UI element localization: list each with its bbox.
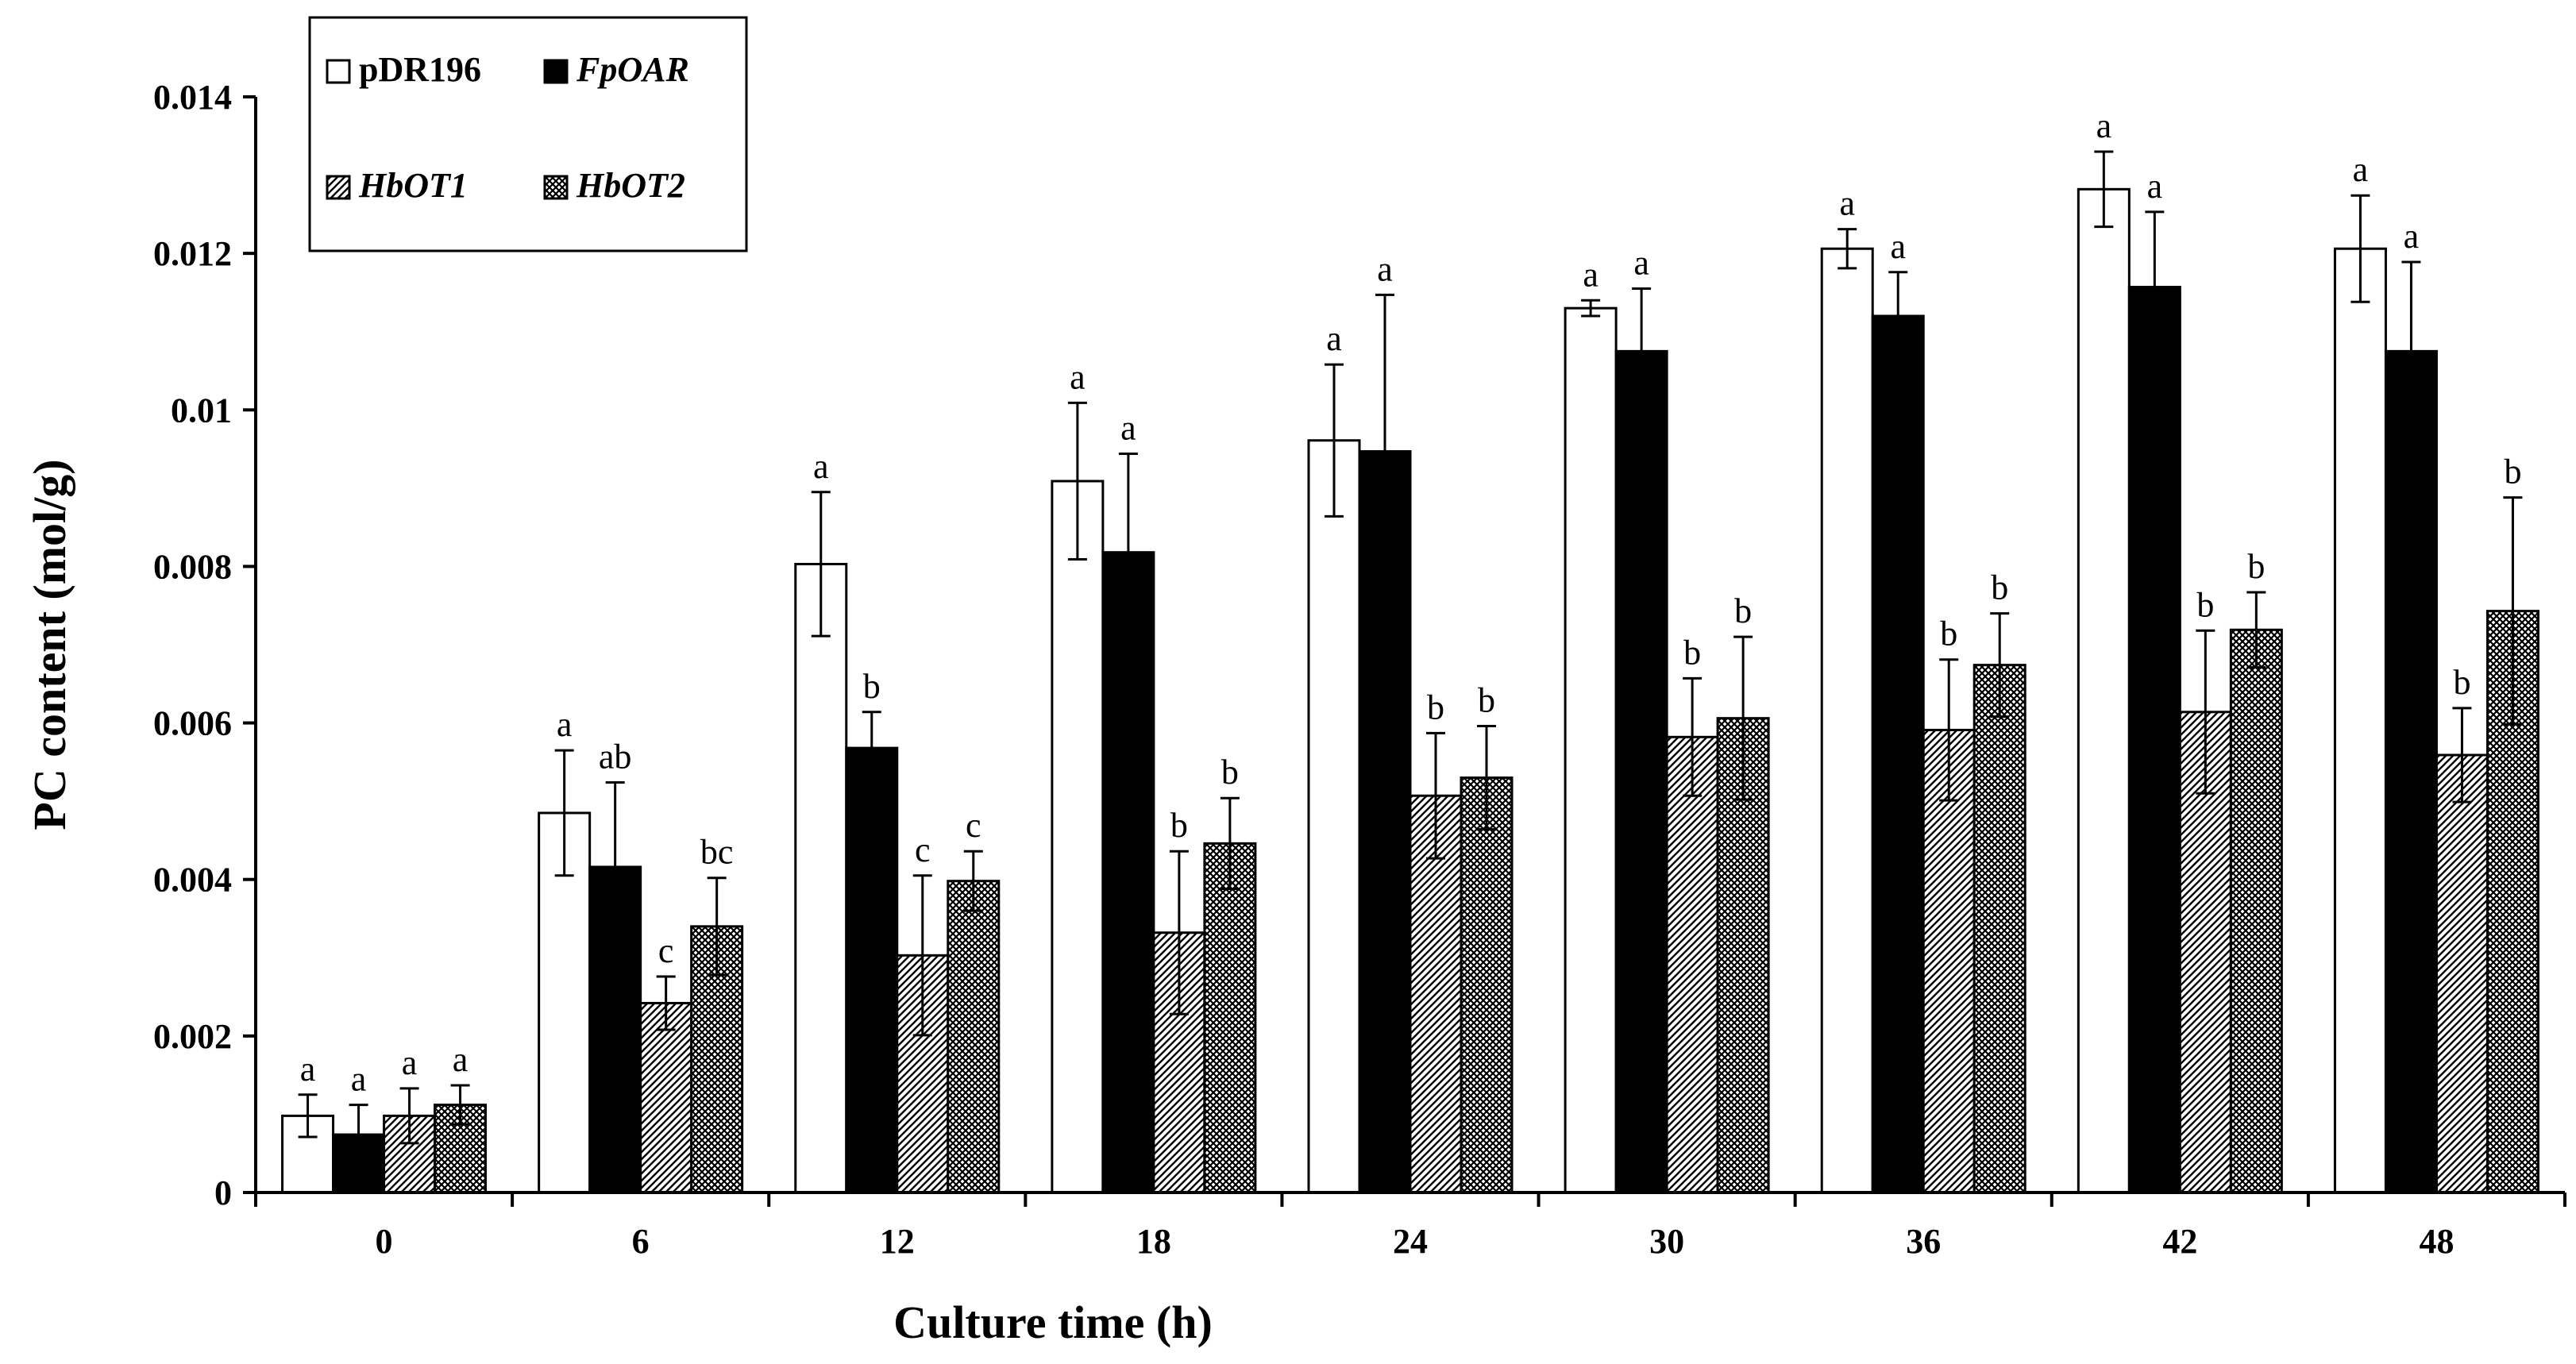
bar [845,746,899,1194]
significance-label: b [2453,663,2470,702]
bar [2127,286,2181,1194]
bar [2435,753,2489,1194]
bar [2077,187,2131,1194]
x-tick-label: 36 [1906,1222,1941,1261]
significance-label: b [863,667,881,706]
bar [1564,306,1618,1194]
significance-label: b [1478,681,1495,720]
significance-label: b [1427,688,1444,726]
bar [1871,314,1925,1194]
y-tick-label: 0.01 [171,391,232,430]
y-tick-label: 0.004 [153,861,232,900]
bar [1307,439,1361,1194]
significance-label: a [2404,217,2420,256]
significance-label: a [1633,244,1649,283]
x-tick-label: 18 [1136,1222,1171,1261]
significance-label: b [1170,806,1188,845]
x-axis-title: Culture time (h) [893,1297,1213,1348]
bar [1972,664,2026,1194]
significance-label: a [1120,408,1136,447]
bar [1460,776,1514,1194]
bar [639,1001,693,1194]
y-tick-label: 0 [214,1173,232,1212]
significance-label: a [2096,106,2112,145]
significance-label: a [813,447,829,486]
bar [1820,247,1874,1194]
significance-label: b [1991,568,2008,607]
significance-label: b [2196,585,2214,624]
y-axis-title: PC content (mol/g) [24,459,75,830]
significance-label: c [658,931,674,970]
significance-label: a [453,1040,469,1079]
significance-label: b [1221,753,1239,792]
bar [1665,735,1719,1194]
bar [2384,349,2438,1194]
y-tick-label: 0.014 [153,78,232,117]
significance-label: a [402,1043,418,1082]
significance-label: a [1839,184,1855,223]
significance-label: b [1683,633,1701,672]
x-tick-label: 48 [2419,1222,2454,1261]
legend-label: FpOAR [576,50,689,89]
significance-label: a [300,1050,316,1089]
bar [947,880,1001,1194]
legend-label: HbOT1 [358,166,468,205]
significance-label: a [2353,150,2369,189]
significance-label: b [2504,453,2521,491]
significance-label: a [1583,255,1598,294]
legend-label: HbOT2 [576,166,685,205]
bar [2333,247,2387,1194]
x-tick-label: 0 [376,1222,393,1261]
significance-label: c [915,830,931,869]
y-tick-label: 0.012 [153,234,232,273]
bar [1203,842,1257,1194]
significance-label: bc [700,833,734,872]
x-tick-label: 24 [1393,1222,1428,1261]
bar [1614,349,1668,1194]
significance-label: a [1890,227,1906,266]
significance-label: a [1326,319,1342,358]
bar [2229,628,2283,1194]
legend-swatch [326,59,351,84]
axes [254,97,2565,1194]
x-ticks: 0 6 12 18 24 30 36 42 48 [254,1193,2566,1261]
legend-swatch [543,175,569,200]
significance-label: b [1734,591,1752,630]
legend-swatch [326,175,351,200]
x-tick-label: 6 [632,1222,650,1261]
legend: pDR196 FpOAR HbOT1 HbOT2 [308,16,748,252]
x-tick-label: 42 [2162,1222,2197,1261]
significance-label: a [1070,357,1086,396]
x-tick-label: 30 [1649,1222,1684,1261]
y-tick-label: 0.002 [153,1017,232,1056]
bar [794,562,848,1194]
significance-label: c [966,806,981,845]
y-ticks: 0 0.002 0.004 0.006 0.008 0.01 0.012 0.014 [153,78,256,1212]
y-tick-label: 0.006 [153,704,232,743]
significance-label: a [2147,167,2163,206]
legend-swatch [543,59,569,84]
legend-label: pDR196 [359,50,481,89]
significance-label: ab [599,737,632,776]
bar [1051,480,1105,1194]
significance-label: a [351,1060,367,1099]
legend-box [308,16,748,252]
significance-label: a [1377,249,1393,288]
significance-label: b [1940,615,1957,653]
significance-label: b [2247,547,2265,586]
x-tick-label: 12 [880,1222,915,1261]
significance-label: a [557,705,573,744]
y-tick-label: 0.008 [153,547,232,586]
